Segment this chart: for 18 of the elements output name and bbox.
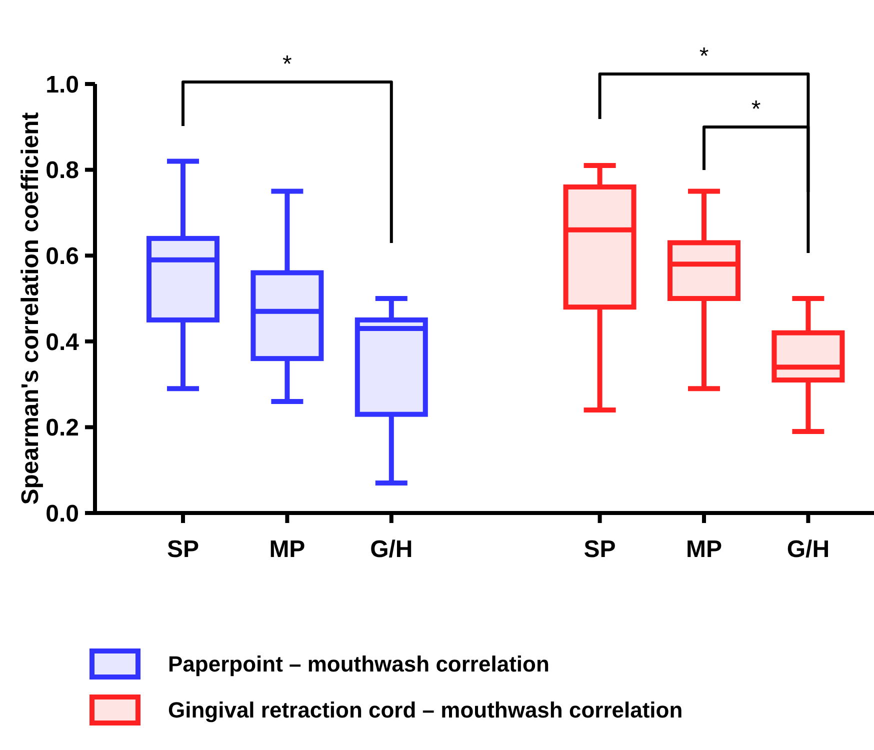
x-tick-label: G/H: [786, 536, 830, 563]
annotation: *: [751, 96, 761, 123]
text: *: [699, 43, 709, 70]
y-tick-label: 0.8: [46, 157, 79, 184]
x-tick-label: G/H: [370, 536, 413, 563]
text: *: [282, 51, 292, 78]
legend-label: Gingival retraction cord – mouthwash correlation: [168, 698, 683, 723]
y-tick-label: 0.0: [46, 500, 79, 528]
x-tick-label: SP: [166, 536, 200, 563]
x-tick-label: MP: [269, 536, 306, 563]
x-tick-label: MP: [686, 536, 722, 563]
y-tick-label: 0.4: [46, 328, 80, 356]
legend-label: Paperpoint – mouthwash correlation: [168, 652, 550, 677]
y-tick-label: 0.6: [46, 243, 79, 270]
y-axis-title: Spearman's correlation coefficient: [17, 112, 44, 505]
y-tick-label: 1.0: [46, 71, 79, 98]
x-tick-label: SP: [584, 536, 616, 563]
y-tick-label: 0.2: [46, 414, 79, 442]
